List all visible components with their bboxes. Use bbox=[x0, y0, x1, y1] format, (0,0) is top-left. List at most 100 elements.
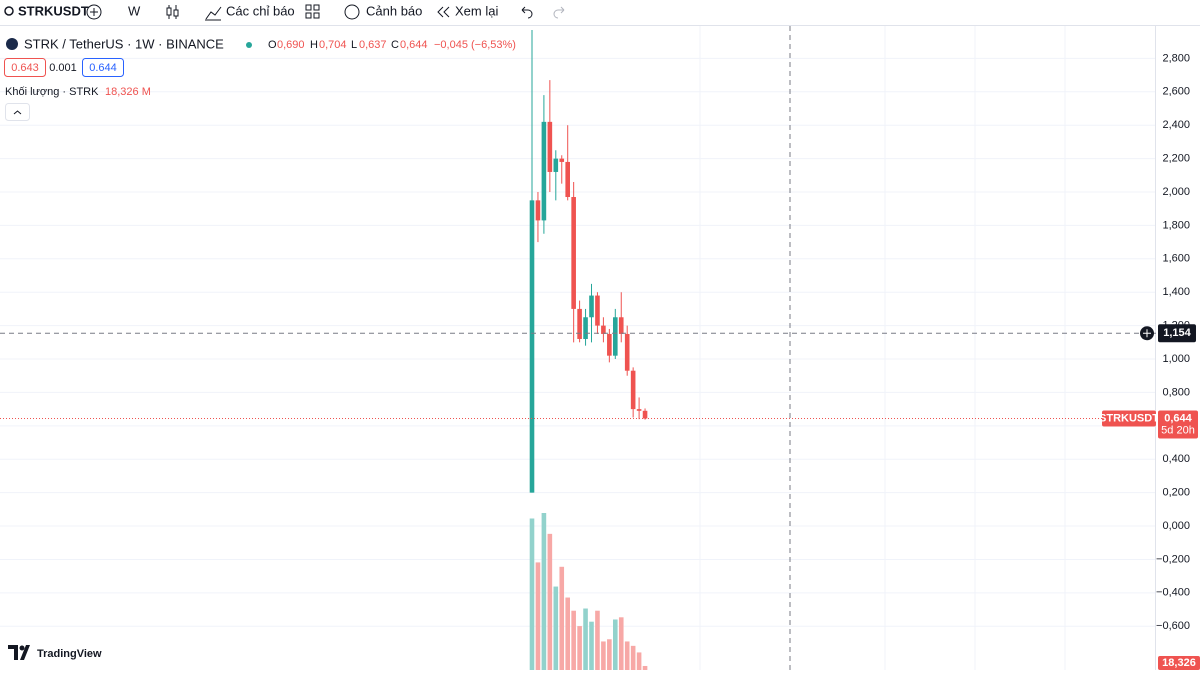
volume-bar bbox=[529, 518, 535, 670]
y-tick-label: 2,200 bbox=[1162, 153, 1190, 165]
candle-body bbox=[529, 200, 535, 493]
logo-text: TradingView bbox=[37, 648, 102, 660]
bid-box[interactable] bbox=[4, 58, 46, 77]
candle-body bbox=[601, 325, 606, 334]
candle-body bbox=[642, 410, 648, 419]
countdown-label: 5d 20h bbox=[1161, 424, 1195, 436]
volume-bar bbox=[595, 610, 600, 670]
candle-body bbox=[535, 200, 541, 221]
y-tick-label: 1,000 bbox=[1162, 353, 1190, 365]
logo-dot bbox=[19, 645, 25, 651]
redo-button[interactable] bbox=[553, 6, 565, 19]
legend: STRK / TetherUS · 1W · BINANCE O 0,690 H… bbox=[4, 36, 516, 121]
legend-c-key: C bbox=[391, 39, 399, 51]
y-tick-label: 0,000 bbox=[1162, 520, 1190, 532]
chart-type-icon-part bbox=[166, 7, 172, 16]
ask-box[interactable] bbox=[82, 58, 124, 77]
grid bbox=[0, 26, 1156, 670]
volume-bar bbox=[630, 645, 636, 670]
y-tick-label: −0,600 bbox=[1156, 620, 1190, 632]
volume-bar bbox=[547, 533, 553, 670]
search-icon[interactable] bbox=[4, 6, 14, 16]
logo-mark bbox=[8, 645, 30, 660]
replay-button[interactable]: Xem lại bbox=[455, 3, 498, 18]
symbol-tag: STRKUSDT bbox=[1099, 412, 1159, 424]
y-tick-label: 1,400 bbox=[1162, 286, 1190, 298]
watermark: TradingView bbox=[8, 645, 102, 660]
chart-type-icon-part bbox=[173, 9, 179, 17]
collapse-button[interactable] bbox=[5, 103, 30, 121]
candle-body bbox=[624, 333, 630, 371]
indicators-button[interactable]: Các chỉ báo bbox=[226, 3, 295, 18]
volume-bar bbox=[636, 652, 642, 670]
crosshair-label-bg bbox=[1158, 324, 1196, 343]
legend-o: 0,690 bbox=[277, 39, 305, 51]
volume-bar bbox=[589, 621, 594, 670]
volume-axis-label: 18,326 bbox=[1162, 657, 1196, 669]
last-price-label-bg bbox=[1158, 410, 1198, 439]
alert-icon[interactable] bbox=[344, 4, 360, 20]
y-tick-label: −0,400 bbox=[1156, 587, 1190, 599]
legend-h: 0,704 bbox=[319, 39, 347, 51]
volume-bar bbox=[541, 513, 547, 670]
legend-title: STRK / TetherUS · 1W · BINANCE bbox=[24, 36, 224, 51]
candle-body bbox=[589, 295, 594, 318]
symbol-logo bbox=[6, 38, 18, 50]
y-tick-label: 1,800 bbox=[1162, 219, 1190, 231]
toolbar: STRKUSDT W Các chỉ báo Cảnh báo Xem lại bbox=[0, 0, 1200, 26]
candle-body bbox=[607, 333, 612, 356]
y-tick-label: 2,600 bbox=[1162, 86, 1190, 98]
candle-body bbox=[636, 409, 642, 411]
alerts-button[interactable]: Cảnh báo bbox=[366, 3, 422, 18]
add-symbol[interactable] bbox=[86, 4, 102, 20]
y-tick-label: 2,000 bbox=[1162, 186, 1190, 198]
candle-body bbox=[613, 317, 618, 356]
toolbar-bg bbox=[0, 0, 1200, 25]
legend-l-key: L bbox=[351, 39, 357, 51]
ask: 0.644 bbox=[89, 62, 117, 74]
collapse-icon bbox=[13, 110, 22, 115]
legend-o-key: O bbox=[268, 39, 277, 51]
y-tick-label: 2,400 bbox=[1162, 119, 1190, 131]
undo-button[interactable] bbox=[521, 6, 533, 19]
replay-icon[interactable] bbox=[437, 6, 450, 18]
layout-icon[interactable] bbox=[305, 4, 320, 19]
spread: 0.001 bbox=[49, 62, 77, 74]
bid: 0.643 bbox=[11, 62, 39, 74]
volume-bar bbox=[571, 610, 576, 670]
candle-body bbox=[565, 161, 570, 198]
candle-body bbox=[630, 370, 636, 410]
volume-bar bbox=[553, 586, 559, 670]
add-symbol-plus bbox=[90, 8, 98, 16]
volume-bar bbox=[613, 619, 618, 670]
y-tick-label: 0,200 bbox=[1162, 487, 1190, 499]
interval-button[interactable]: W bbox=[128, 3, 141, 18]
legend-change: −0,045 (−6,53%) bbox=[434, 39, 516, 51]
y-tick-label: −0,200 bbox=[1156, 553, 1190, 565]
symbol-button[interactable]: STRKUSDT bbox=[18, 3, 89, 18]
y-tick-label: 1,600 bbox=[1162, 253, 1190, 265]
candle-body bbox=[541, 121, 547, 221]
crosshair-add-icon bbox=[1143, 329, 1151, 338]
market-status bbox=[246, 42, 252, 48]
volume-bar bbox=[642, 665, 648, 670]
legend-l: 0,637 bbox=[359, 39, 387, 51]
y-tick-label: 0,800 bbox=[1162, 386, 1190, 398]
volume-axis-label-bg bbox=[1158, 656, 1200, 670]
volume-title: Khối lượng · STRK bbox=[5, 86, 99, 98]
plot bbox=[529, 30, 648, 670]
candle-body bbox=[618, 317, 624, 334]
volume-bar bbox=[559, 566, 565, 670]
candle-body bbox=[571, 197, 576, 309]
volume-bar bbox=[565, 597, 570, 670]
volume-bar bbox=[624, 641, 630, 670]
candle-body bbox=[553, 158, 559, 172]
volume-bar bbox=[601, 641, 606, 670]
candle-body bbox=[559, 158, 565, 162]
indicators-icon[interactable] bbox=[205, 6, 222, 21]
y-tick-label: 0,400 bbox=[1162, 453, 1190, 465]
volume-bar bbox=[535, 562, 541, 670]
volume-bar bbox=[607, 639, 612, 670]
